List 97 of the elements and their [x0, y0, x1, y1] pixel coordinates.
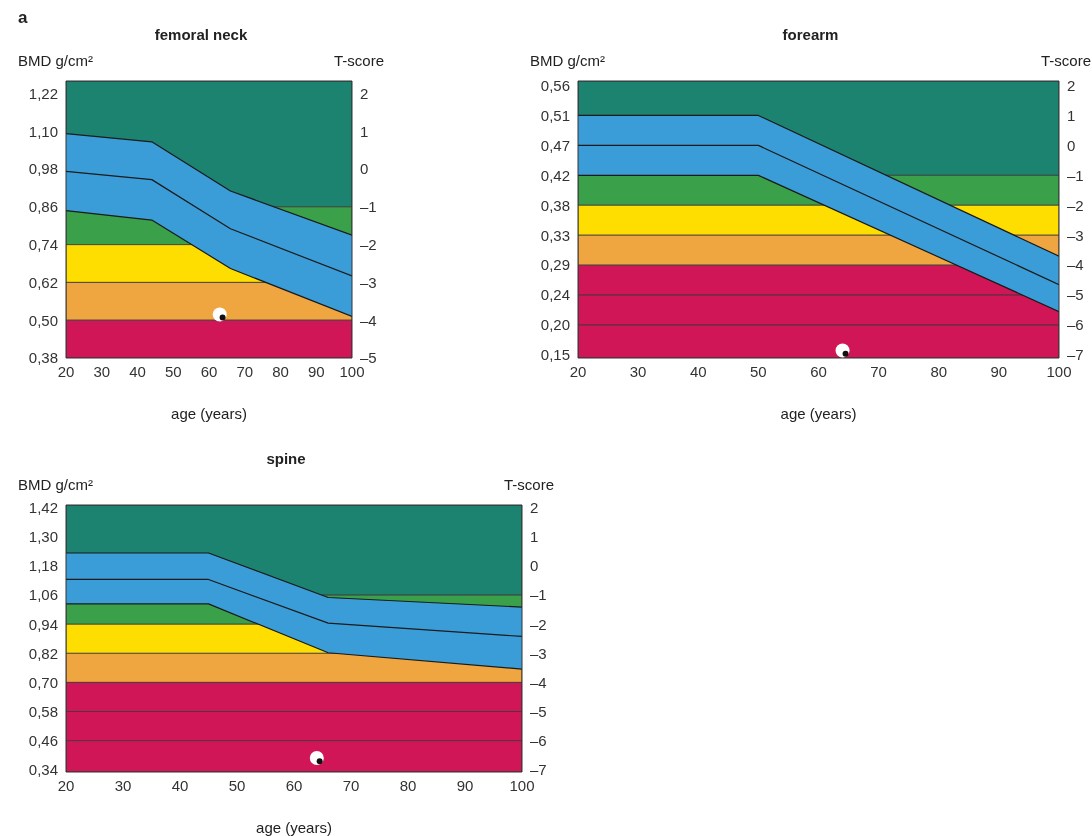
x-axis-title: age (years) [170, 405, 248, 422]
x-tick-label: 100 [509, 776, 535, 794]
text: a [18, 8, 28, 28]
x-tick-label: 70 [870, 362, 887, 380]
y2-tick-label: –1 [1067, 166, 1084, 184]
y-axis-title: BMD g/cm² [18, 476, 93, 493]
y2-tick-label: –2 [360, 235, 377, 253]
y2-tick-label: –5 [1067, 286, 1084, 304]
y2-tick-label: 1 [1067, 106, 1076, 124]
y-tick-label: 0,62 [28, 273, 58, 291]
y-tick-label: 1,22 [28, 84, 58, 102]
x-tick-label: 90 [990, 362, 1008, 380]
y2-tick-label: –2 [1067, 196, 1084, 214]
y-tick-label: 0,38 [540, 196, 570, 214]
y-tick-label: 0,46 [28, 731, 58, 749]
y-tick-label: 0,34 [28, 761, 58, 778]
y2-tick-label: –5 [530, 702, 547, 720]
x-tick-label: 40 [171, 776, 189, 794]
y-tick-label: 0,74 [28, 236, 58, 254]
y2-tick-label: –7 [1067, 346, 1084, 364]
x-tick-label: 30 [114, 776, 132, 794]
x-tick-label: 80 [399, 776, 417, 794]
y-tick-label: 0,38 [28, 349, 58, 367]
line-series [66, 132, 352, 236]
y2-tick-label: 0 [360, 160, 369, 178]
y2-tick-label: –2 [530, 615, 547, 633]
x-tick-label: 100 [1046, 362, 1072, 380]
y-tick-label: 0,58 [28, 702, 58, 720]
x-axis-title: age (years) [255, 819, 333, 836]
x-tick-label: 40 [129, 362, 146, 380]
y2-tick-label: –7 [530, 761, 547, 778]
y2-tick-label: –6 [530, 731, 547, 749]
x-tick-label: 60 [810, 362, 827, 380]
x-tick-label: 50 [164, 362, 182, 380]
y-tick-label: 1,10 [28, 122, 58, 140]
y-tick-label: 0,51 [540, 106, 570, 124]
x-tick-label: 60 [285, 776, 303, 794]
y-tick-label: 0,42 [540, 166, 570, 184]
y-tick-label: 0,86 [28, 198, 58, 216]
y-tick-label: 0,50 [28, 311, 58, 329]
x-tick-label: 30 [629, 362, 647, 380]
y2-tick-label: 2 [1067, 76, 1076, 94]
y2-tick-label: –3 [1067, 226, 1084, 244]
y-tick-label: 0,33 [540, 226, 570, 244]
x-tick-label: 90 [456, 776, 474, 794]
x-tick-label: 70 [342, 776, 360, 794]
y-tick-label: 0,47 [540, 136, 570, 154]
y-tick-label: 1,30 [28, 528, 58, 546]
y-tick-label: 0,70 [28, 673, 58, 691]
x-tick-label: 20 [569, 362, 587, 380]
x-tick-label: 20 [57, 362, 75, 380]
y-tick-label: 0,20 [540, 316, 570, 334]
y2-tick-label: –6 [1067, 316, 1084, 334]
x-axis-title: age (years) [779, 405, 858, 422]
chart-title: femoral neck [153, 26, 249, 43]
line-series [66, 170, 352, 277]
y-tick-label: 0,98 [28, 160, 58, 178]
y2-axis-title: T-score [333, 52, 384, 69]
y-tick-label: 0,82 [28, 644, 58, 662]
y-tick-label: 0,24 [540, 286, 570, 304]
y2-tick-label: 0 [1067, 136, 1076, 154]
y2-tick-label: –4 [1067, 256, 1084, 274]
y-tick-label: 1,42 [28, 499, 58, 517]
y-tick-label: 0,15 [540, 346, 570, 364]
line-series [66, 210, 352, 318]
y2-tick-label: –3 [360, 273, 377, 291]
x-tick-label: 70 [236, 362, 254, 380]
y2-tick-label: –1 [360, 198, 377, 216]
y2-tick-label: –4 [530, 673, 547, 691]
y-tick-label: 0,56 [540, 76, 570, 94]
y2-tick-label: –1 [530, 586, 547, 604]
x-tick-label: 60 [200, 362, 218, 380]
y-tick-label: 1,18 [28, 557, 58, 575]
y2-axis-title: T-score [503, 476, 554, 493]
y2-tick-label: –3 [530, 644, 547, 662]
y-axis-title: BMD g/cm² [18, 52, 93, 69]
y2-tick-label: 2 [360, 84, 369, 102]
y2-tick-label: –4 [360, 311, 377, 329]
y2-tick-label: 1 [530, 528, 539, 546]
y-tick-label: 1,06 [28, 586, 58, 604]
x-tick-label: 80 [930, 362, 948, 380]
chart-title: spine [265, 450, 307, 467]
x-tick-label: 40 [689, 362, 707, 380]
y-tick-label: 0,29 [540, 256, 570, 274]
x-tick-label: 50 [228, 776, 246, 794]
y-axis-title: BMD g/cm² [530, 52, 605, 69]
x-tick-label: 90 [307, 362, 325, 380]
y2-axis-title: T-score [1040, 52, 1091, 69]
x-tick-label: 20 [57, 776, 75, 794]
chart-title: forearm [781, 26, 840, 43]
y-tick-label: 0,94 [28, 615, 58, 633]
x-tick-label: 50 [750, 362, 767, 380]
x-tick-label: 30 [93, 362, 111, 380]
y2-tick-label: 1 [360, 122, 369, 140]
y2-tick-label: 0 [530, 557, 539, 575]
x-tick-label: 80 [272, 362, 289, 380]
y2-tick-label: 2 [530, 499, 539, 517]
